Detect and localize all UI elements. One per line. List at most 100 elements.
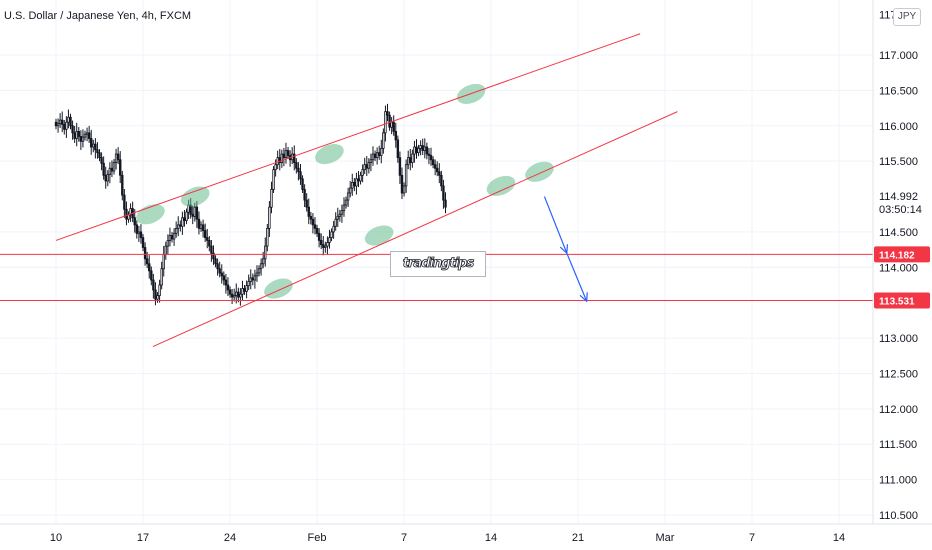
candle-body (344, 199, 348, 206)
candle-body (56, 123, 60, 127)
candle-body (63, 123, 66, 130)
candle-body (417, 148, 420, 154)
price-tick-label: 116.500 (879, 85, 918, 97)
touch-zone (315, 144, 344, 165)
candle-body (108, 167, 112, 176)
candle-body (353, 181, 356, 187)
candle-body (206, 237, 209, 241)
touch-zone (525, 161, 554, 182)
candle-body (255, 272, 259, 277)
candle-body (65, 121, 68, 130)
price-tick-label: 116.000 (879, 121, 918, 133)
candle-body (367, 162, 371, 169)
candle-body (158, 284, 161, 297)
candle-body (54, 121, 58, 127)
candle-body (425, 146, 429, 155)
candle-body (222, 275, 226, 281)
candle-body (220, 272, 223, 277)
candle-body (282, 153, 286, 159)
last-price-label: 114.992 (879, 191, 918, 203)
time-tick-label: 14 (833, 532, 845, 544)
candle-body (431, 159, 435, 166)
candle-body (332, 225, 335, 233)
candle-body (119, 159, 122, 176)
candle-body (139, 231, 143, 238)
candle-body (274, 164, 277, 171)
time-tick-label: 17 (137, 532, 149, 544)
candle-body (433, 164, 437, 169)
candle-body (61, 119, 64, 125)
candle-body (371, 153, 375, 161)
candle-body (185, 211, 188, 222)
candle-body (266, 227, 269, 247)
candle-body (293, 153, 296, 163)
candle-body (386, 111, 389, 116)
touch-zone (180, 186, 210, 207)
candle-body (421, 145, 424, 151)
candle-body (415, 146, 418, 154)
candle-body (174, 227, 178, 234)
candle-body (413, 146, 416, 155)
candle-body (71, 125, 74, 134)
candle-body (438, 171, 441, 176)
time-axis[interactable]: 10 17 24 Feb 7 14 21 Mar 7 14 (0, 523, 932, 544)
candle-body (243, 288, 246, 292)
candle-body (299, 171, 302, 180)
touch-zone (364, 225, 394, 246)
candle-body (301, 178, 304, 190)
time-tick-label: 7 (401, 532, 407, 544)
price-tick-label: 117.000 (879, 50, 918, 62)
candle-body (83, 133, 87, 138)
level-price-tag-label: 114.182 (879, 250, 915, 261)
candle-body (216, 263, 219, 270)
candle-body (326, 242, 329, 247)
candle-body (145, 258, 149, 265)
candle-body (181, 217, 184, 227)
candle-body (272, 169, 275, 190)
candle-body (303, 189, 306, 201)
candle-body (319, 240, 323, 246)
symbol-title[interactable]: U.S. Dollar / Japanese Yen, 4h, FXCM (4, 10, 192, 22)
candle-body (280, 153, 284, 163)
candle-body (322, 244, 325, 248)
candle-body (378, 152, 381, 156)
currency-badge[interactable]: JPY (893, 8, 921, 26)
candle-body (324, 245, 327, 248)
candle-body (336, 215, 339, 220)
candle-body (137, 231, 141, 234)
candle-body (270, 189, 273, 208)
time-tick-label: 10 (50, 532, 62, 544)
candle-body (402, 185, 406, 194)
level-price-tag-label: 113.531 (879, 296, 915, 307)
candle-body (375, 152, 379, 159)
price-axis[interactable]: 117.000 116.500 116.000 115.500 114.500 114.0… (872, 0, 930, 524)
candle-body (232, 295, 236, 298)
price-tick-label: 115.500 (879, 156, 918, 168)
candle-body (315, 227, 319, 234)
candle-body (170, 235, 174, 240)
price-tick-label: 112.500 (879, 368, 918, 380)
candle-body (218, 268, 221, 274)
candle-body (208, 240, 211, 247)
candle-body (79, 135, 83, 142)
candle-body (442, 185, 445, 201)
candle-body (67, 116, 70, 123)
candle-body (251, 277, 255, 281)
candle-body (199, 224, 203, 229)
time-tick-label: 21 (572, 532, 584, 544)
touch-zone (136, 204, 165, 225)
candle-body (241, 288, 244, 295)
candle-body (100, 157, 103, 164)
candle-body (342, 204, 346, 212)
time-tick-label: Feb (308, 532, 327, 544)
candle-body (96, 149, 99, 154)
time-tick-label: 7 (749, 532, 755, 544)
candle-body (110, 167, 114, 172)
price-tick-label: 114.000 (879, 262, 918, 274)
candle-body (114, 153, 118, 163)
candle-body (214, 258, 217, 265)
candle-body (129, 208, 132, 216)
candle-body (253, 275, 257, 281)
level-price-tag (874, 246, 930, 263)
countdown-label: 03:50:14 (879, 204, 922, 216)
